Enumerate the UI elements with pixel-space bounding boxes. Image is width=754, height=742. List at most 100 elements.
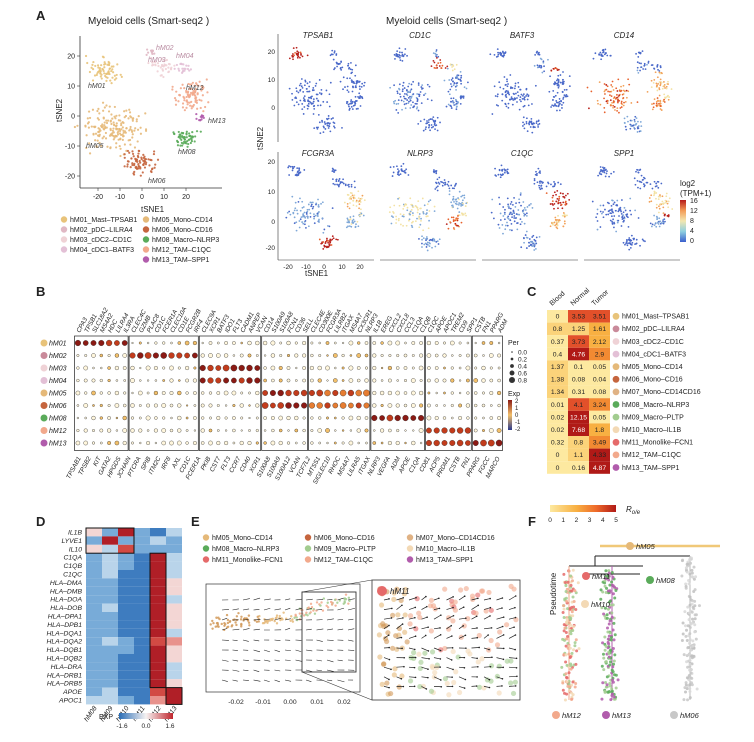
- gene-point: [555, 100, 558, 102]
- gene-point: [398, 56, 401, 59]
- velocity-inset-arrowhead: [427, 650, 430, 652]
- expr-gene-label: HLA–DQA2: [46, 639, 82, 646]
- pseudotime-point: [614, 588, 618, 592]
- velocity-inset-arrow: [483, 647, 490, 650]
- gene-point: [610, 84, 613, 86]
- gene-point: [350, 185, 353, 188]
- velocity-inset-point: [429, 649, 436, 655]
- gene-point: [350, 99, 353, 101]
- pseudotime-point: [610, 611, 614, 615]
- dotplot-dot: [199, 364, 206, 372]
- gene-point: [313, 127, 316, 130]
- gene-point: [354, 74, 357, 77]
- tsne-point: [103, 121, 106, 124]
- gene-point: [333, 67, 336, 69]
- dotplot-dot: [442, 416, 447, 420]
- velocity-point: [209, 623, 212, 626]
- gene-point: [296, 53, 299, 56]
- gene-point: [519, 98, 521, 101]
- gene-point: [426, 203, 429, 205]
- gene-point: [360, 212, 363, 215]
- gene-point: [414, 220, 417, 223]
- pseudotime-point: [574, 608, 578, 612]
- gene-point: [506, 80, 508, 83]
- roe-cell-value: 0.04: [593, 377, 606, 384]
- dotplot-dot: [451, 354, 454, 357]
- gene-point: [426, 98, 429, 101]
- pseudotime-point: [686, 665, 690, 669]
- gene-point: [537, 167, 540, 170]
- velocity-inset-arrow: [383, 676, 390, 680]
- dotplot-dot: [334, 416, 337, 420]
- gene-point: [530, 202, 532, 205]
- expr-scale-tick: 1.6: [165, 723, 174, 730]
- gene-point: [516, 101, 518, 103]
- gene-point: [422, 237, 425, 240]
- velocity-arrow: [295, 598, 302, 601]
- roe-row-label: hM12_TAM–C1QC: [622, 452, 681, 459]
- tsne-point: [123, 165, 126, 168]
- dotplot-dot: [99, 403, 103, 408]
- tsne-point: [136, 128, 140, 131]
- velocity-arrow: [232, 639, 238, 642]
- gene-point: [427, 121, 430, 124]
- gene-point: [618, 208, 621, 211]
- dotplot-dot: [372, 365, 377, 371]
- tsne-point: [137, 152, 140, 155]
- tsne-point: [173, 67, 176, 70]
- dotplot-dot: [419, 441, 423, 445]
- gene-point: [493, 85, 496, 88]
- gene-point: [296, 174, 299, 177]
- velocity-inset-arrowhead: [450, 624, 453, 627]
- gene-point: [553, 83, 555, 85]
- gene-point: [620, 102, 623, 105]
- tsne-point: [137, 162, 140, 166]
- dotplot-dot: [294, 415, 299, 421]
- velocity-inset-arrow: [508, 595, 516, 601]
- gene-point: [613, 221, 615, 224]
- velocity-point: [293, 616, 296, 619]
- dotplot-dot: [443, 341, 446, 345]
- gene-point: [459, 71, 462, 73]
- roe-row-label: hM11_Monolike–FCN1: [622, 440, 693, 447]
- pseudotime-inner-label: hM11: [592, 572, 610, 581]
- gene-point: [351, 90, 354, 93]
- expr-box-apoe: [165, 687, 183, 705]
- velocity-arrow: [326, 669, 334, 672]
- gene-point: [609, 209, 612, 212]
- tsne-point: [144, 112, 147, 115]
- velocity-inset-arrow: [396, 617, 403, 620]
- gene-point: [658, 217, 661, 220]
- velocity-inset-arrowhead: [476, 657, 478, 660]
- pseudotime-point: [572, 605, 576, 609]
- legend-label: hM13_TAM–SPP1: [152, 257, 210, 264]
- gene-point: [404, 97, 407, 100]
- gene-point: [453, 228, 456, 231]
- tsne-point: [111, 117, 114, 120]
- dotplot-dot: [364, 353, 369, 358]
- gene-point: [566, 192, 569, 195]
- dotplot-dot: [224, 416, 228, 420]
- velocity-inset-arrowhead: [440, 679, 442, 681]
- tsne-point: [154, 63, 157, 66]
- roe-cell: [589, 423, 610, 436]
- gene-point: [662, 84, 665, 87]
- tsne-point: [200, 114, 203, 117]
- gene-point: [434, 52, 437, 55]
- velocity-inset-arrowhead: [462, 625, 465, 627]
- roe-cell-value: 7.68: [572, 427, 585, 434]
- dotplot-dot: [325, 365, 330, 371]
- pseudotime-point: [570, 579, 574, 583]
- pseudotime-point: [610, 615, 614, 619]
- pseudotime-point: [693, 617, 697, 621]
- gene-point: [411, 212, 414, 214]
- gene-point: [426, 209, 428, 212]
- panel-a: Myeloid cells (Smart-seq2 ) Myeloid cell…: [55, 16, 712, 278]
- gene-point: [322, 100, 325, 103]
- tsne-point: [186, 67, 190, 71]
- dotplot-dot: [302, 441, 306, 445]
- dotplot-dot: [139, 441, 142, 445]
- dotplot-dot: [317, 428, 322, 433]
- gene-point: [443, 179, 446, 181]
- velocity-inset-point: [496, 690, 502, 696]
